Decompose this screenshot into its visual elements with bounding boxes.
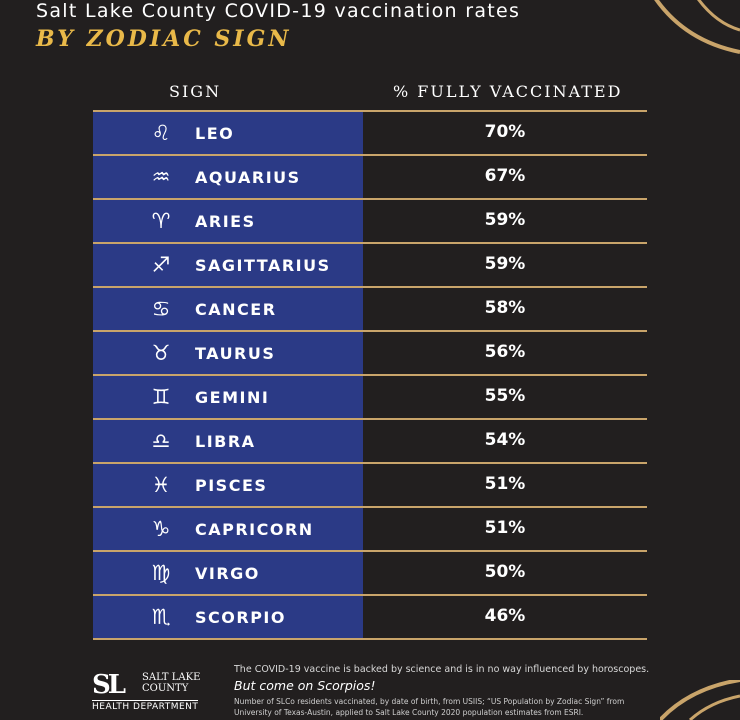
table-row: ♌ LEO 70%: [93, 112, 647, 156]
percent-value: 67%: [484, 166, 526, 186]
logo-wordmark: SALT LAKE COUNTY: [142, 672, 200, 694]
taurus-symbol-icon: ♉: [151, 341, 171, 365]
table-row: ♐ SAGITTARIUS 59%: [93, 244, 647, 288]
table-row: ♒ AQUARIUS 67%: [93, 156, 647, 200]
leo-symbol-icon: ♌: [151, 121, 171, 145]
sign-cell: ♓ PISCES: [93, 464, 363, 506]
percent-value: 58%: [484, 298, 526, 318]
virgo-symbol-icon: ♍: [151, 561, 171, 585]
logo-mark: SL: [92, 670, 126, 700]
decorative-arcs-bottom: [660, 680, 740, 720]
table-row: ♋ CANCER 58%: [93, 288, 647, 332]
table-row: ♊ GEMINI 55%: [93, 376, 647, 420]
capricorn-symbol-icon: ♑: [151, 517, 171, 541]
sign-cell: ♐ SAGITTARIUS: [93, 244, 363, 286]
table-row: ♏ SCORPIO 46%: [93, 596, 647, 640]
sign-cell: ♊ GEMINI: [93, 376, 363, 418]
percent-value: 70%: [484, 122, 526, 142]
sign-name: VIRGO: [195, 564, 260, 583]
sagittarius-symbol-icon: ♐: [151, 253, 171, 277]
column-header-sign: SIGN: [169, 82, 222, 101]
sign-name: CANCER: [195, 300, 277, 319]
sign-name: LEO: [195, 124, 235, 143]
logo-line-1: SALT LAKE: [142, 672, 201, 683]
sign-name: ARIES: [195, 212, 256, 231]
percent-value: 54%: [484, 430, 526, 450]
table-row: ♍ VIRGO 50%: [93, 552, 647, 596]
percent-value: 50%: [484, 562, 526, 582]
column-header-percent: % FULLY VACCINATED: [393, 82, 623, 101]
table-row: ♓ PISCES 51%: [93, 464, 647, 508]
footer-note: The COVID-19 vaccine is backed by scienc…: [234, 664, 650, 675]
pisces-symbol-icon: ♓: [151, 473, 171, 497]
table-body: ♌ LEO 70% ♒ AQUARIUS 67% ♈ ARIES 59% ♐ SAGITTARIUS…: [93, 112, 647, 640]
decorative-arcs-top: [654, 0, 740, 54]
sign-name: CAPRICORN: [195, 520, 314, 539]
percent-value: 56%: [484, 342, 526, 362]
percent-value: 55%: [484, 386, 526, 406]
percent-value: 46%: [484, 606, 526, 626]
logo-line-3: HEALTH DEPARTMENT: [92, 700, 199, 712]
sign-cell: ♒ AQUARIUS: [93, 156, 363, 198]
gemini-symbol-icon: ♊: [151, 385, 171, 409]
sign-cell: ♉ TAURUS: [93, 332, 363, 374]
percent-value: 51%: [484, 518, 526, 538]
sign-name: GEMINI: [195, 388, 270, 407]
cancer-symbol-icon: ♋: [151, 297, 171, 321]
table-row: ♉ TAURUS 56%: [93, 332, 647, 376]
sign-name: LIBRA: [195, 432, 256, 451]
percent-value: 59%: [484, 210, 526, 230]
sign-cell: ♏ SCORPIO: [93, 596, 363, 638]
percent-value: 51%: [484, 474, 526, 494]
footer-note-italic: But come on Scorpios!: [234, 678, 376, 693]
sign-cell: ♑ CAPRICORN: [93, 508, 363, 550]
source-line-2: University of Texas-Austin, applied to S…: [234, 708, 584, 717]
vaccination-table: SIGN % FULLY VACCINATED ♌ LEO 70% ♒ AQUARIUS…: [93, 78, 647, 640]
aquarius-symbol-icon: ♒: [151, 165, 171, 189]
scorpio-symbol-icon: ♏: [151, 605, 171, 629]
sign-cell: ♎ LIBRA: [93, 420, 363, 462]
sign-cell: ♈ ARIES: [93, 200, 363, 242]
sign-name: SAGITTARIUS: [195, 256, 331, 275]
percent-value: 59%: [484, 254, 526, 274]
sign-name: AQUARIUS: [195, 168, 301, 187]
aries-symbol-icon: ♈: [151, 209, 171, 233]
sign-cell: ♍ VIRGO: [93, 552, 363, 594]
table-row: ♎ LIBRA 54%: [93, 420, 647, 464]
sign-name: SCORPIO: [195, 608, 286, 627]
sign-cell: ♋ CANCER: [93, 288, 363, 330]
sign-name: PISCES: [195, 476, 268, 495]
sign-cell: ♌ LEO: [93, 112, 363, 154]
chart-title: Salt Lake County COVID-19 vaccination ra…: [36, 0, 521, 22]
table-header: SIGN % FULLY VACCINATED: [93, 78, 647, 112]
logo-line-2: COUNTY: [142, 683, 189, 694]
libra-symbol-icon: ♎: [151, 429, 171, 453]
table-row: ♑ CAPRICORN 51%: [93, 508, 647, 552]
table-row: ♈ ARIES 59%: [93, 200, 647, 244]
sign-name: TAURUS: [195, 344, 276, 363]
chart-subtitle: BY ZODIAC SIGN: [36, 26, 292, 52]
source-line-1: Number of SLCo residents vaccinated, by …: [234, 697, 625, 706]
